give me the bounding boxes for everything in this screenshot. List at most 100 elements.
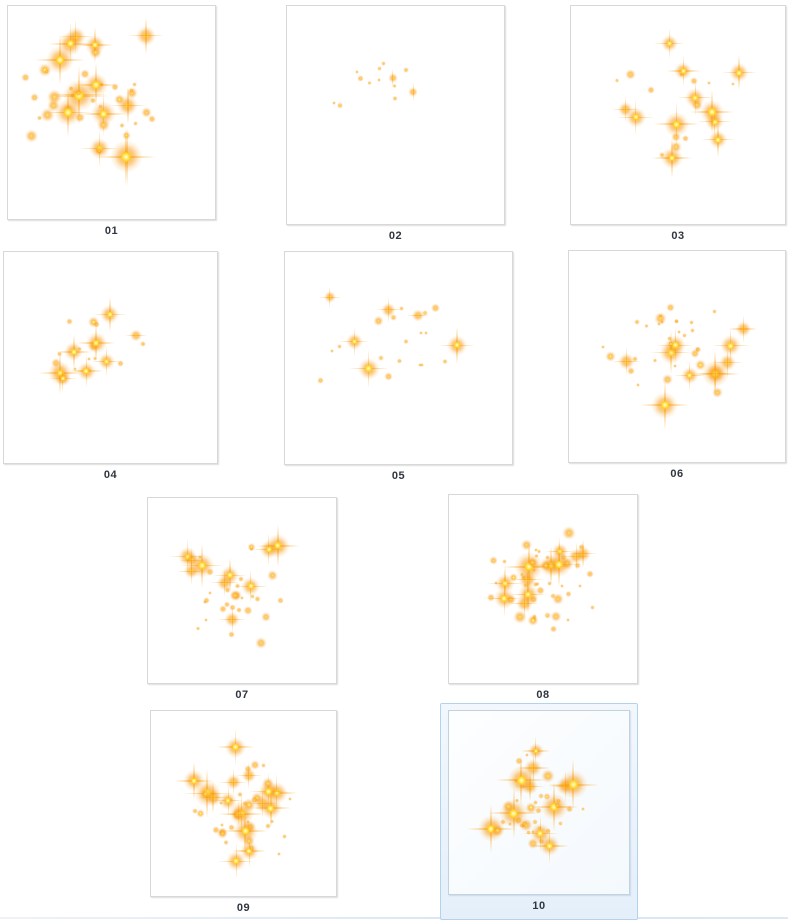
- sparkle: [229, 589, 241, 602]
- sparkle: [132, 121, 138, 127]
- thumbnail-item-03[interactable]: 03: [570, 5, 786, 242]
- sparkle: [243, 605, 253, 616]
- sparkle: [203, 597, 210, 604]
- sparkle: [73, 367, 78, 372]
- sparkle: [730, 82, 735, 87]
- sparkle: [40, 107, 55, 123]
- thumbnail-item-02[interactable]: 02: [286, 5, 505, 242]
- thumbnail-item-01[interactable]: 01: [7, 5, 216, 237]
- thumbnail-image[interactable]: [147, 497, 337, 684]
- sparkle: [266, 570, 278, 582]
- sparkle: [216, 728, 255, 767]
- sparkle: [406, 304, 430, 327]
- sparkle: [537, 825, 542, 830]
- sparkle: [76, 323, 116, 363]
- sparkle: [565, 805, 574, 813]
- sparkle: [654, 28, 685, 59]
- sparkle: [585, 570, 594, 579]
- sparkle: [237, 792, 243, 798]
- sparkle: [420, 362, 425, 367]
- sparkle: [689, 327, 695, 334]
- sparkle: [489, 556, 499, 566]
- sparkle: [229, 798, 234, 803]
- sparkle: [558, 820, 564, 826]
- sparkle: [195, 626, 201, 631]
- sparkle: [287, 797, 292, 802]
- sparkle: [521, 820, 528, 828]
- sparkle: [681, 134, 690, 142]
- sparkle: [430, 303, 441, 313]
- sparkle: [225, 801, 252, 828]
- sparkle: [116, 359, 125, 368]
- sparkle: [331, 101, 336, 106]
- sparkle: [536, 549, 542, 554]
- sparkle: [227, 824, 235, 832]
- sparkle: [269, 818, 275, 824]
- sparkle: [520, 538, 533, 551]
- next-row-top-edge: [0, 917, 788, 919]
- sparkle: [419, 331, 424, 336]
- sparkle: [524, 752, 529, 757]
- sparkle: [250, 788, 291, 829]
- sparkle: [34, 34, 85, 86]
- thumbnail-image[interactable]: [7, 5, 216, 220]
- sparkle: [21, 73, 31, 83]
- thumbnail-image[interactable]: [284, 251, 513, 465]
- sparkle: [74, 63, 118, 107]
- thumbnail-image[interactable]: [150, 710, 337, 897]
- sparkle: [354, 69, 359, 74]
- sparkle: [261, 777, 275, 790]
- sparkle: [544, 827, 551, 834]
- sparkle: [356, 74, 365, 83]
- sparkle: [87, 315, 100, 328]
- thumbnail-image[interactable]: [570, 5, 786, 225]
- thumbnail-item-04[interactable]: 04: [3, 251, 218, 481]
- sparkle: [30, 93, 40, 103]
- sparkle: [546, 580, 553, 587]
- thumbnail-label: 05: [391, 470, 406, 482]
- sparkle: [250, 796, 258, 804]
- sparkle: [507, 821, 512, 826]
- thumbnail-image[interactable]: [448, 710, 630, 895]
- thumbnail-item-09[interactable]: 09: [150, 710, 337, 914]
- thumbnail-item-05[interactable]: 05: [284, 251, 513, 482]
- sparkle: [97, 149, 103, 155]
- sparkle: [197, 782, 229, 814]
- sparkle: [255, 637, 267, 649]
- sparkle: [486, 593, 495, 602]
- thumbnail-item-06[interactable]: 06: [568, 250, 786, 480]
- sparkle: [127, 17, 165, 54]
- sparkle: [674, 359, 706, 392]
- sparkle: [237, 575, 244, 582]
- sparkle: [485, 579, 524, 618]
- thumbnail-item-10[interactable]: 10: [448, 710, 630, 912]
- sparkle: [147, 115, 156, 124]
- thumbnail-item-07[interactable]: 07: [147, 497, 337, 701]
- sparkle: [526, 837, 539, 850]
- sparkle: [77, 347, 82, 352]
- sparkle: [617, 99, 655, 136]
- sparkle: [538, 792, 545, 799]
- sparkle: [526, 829, 532, 836]
- sparkle: [98, 104, 104, 110]
- sparkle: [223, 601, 230, 608]
- sparkle: [336, 102, 344, 109]
- sparkle: [317, 377, 324, 384]
- sparkle: [690, 348, 700, 358]
- thumbnail-label: 04: [103, 469, 118, 481]
- sparkle: [96, 127, 157, 187]
- sparkle: [404, 83, 422, 101]
- thumbnail-item-08[interactable]: 08: [448, 494, 638, 701]
- sparkle: [248, 844, 255, 852]
- sparkle: [191, 807, 199, 815]
- sparkle: [318, 286, 341, 309]
- sparkle: [338, 326, 370, 357]
- thumbnail-image[interactable]: [568, 250, 786, 463]
- sparkle: [242, 834, 255, 847]
- thumbnail-image[interactable]: [448, 494, 638, 684]
- thumbnail-image[interactable]: [286, 5, 505, 225]
- sparkle: [580, 807, 585, 812]
- sparkle: [216, 827, 228, 839]
- thumbnail-image[interactable]: [3, 251, 218, 464]
